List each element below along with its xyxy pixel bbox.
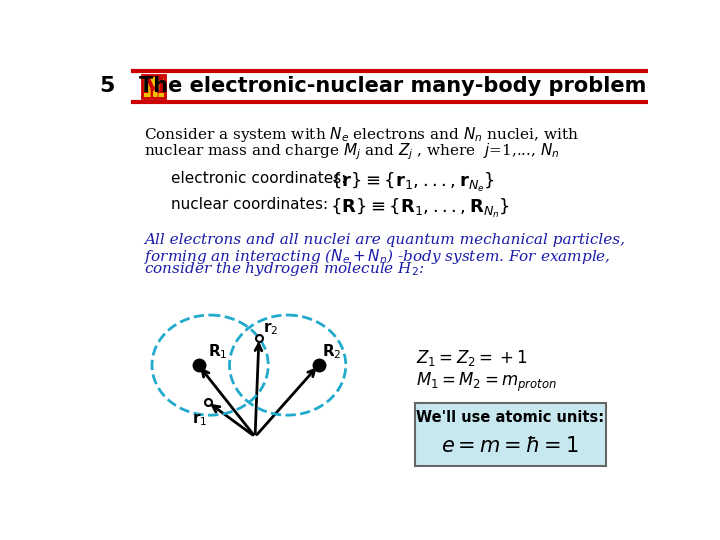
Text: forming an interacting ($N_e + N_n$) -body system. For example,: forming an interacting ($N_e + N_n$) -bo… [144, 247, 611, 266]
Text: Consider a system with $N_e$ electrons and $N_n$ nuclei, with: Consider a system with $N_e$ electrons a… [144, 125, 579, 144]
Text: nuclear mass and charge $M_j$ and $Z_j$ , where  $j$=1,..., $N_n$: nuclear mass and charge $M_j$ and $Z_j$ … [144, 142, 560, 163]
Text: 5: 5 [99, 76, 114, 96]
Text: $Z_1 = Z_2 = +1$: $Z_1 = Z_2 = +1$ [415, 348, 527, 368]
Text: $\{\mathbf{R}\} \equiv \{\mathbf{R}_1,...,\mathbf{R}_{N_n}\}$: $\{\mathbf{R}\} \equiv \{\mathbf{R}_1,..… [330, 197, 510, 220]
Text: The electronic-nuclear many-body problem: The electronic-nuclear many-body problem [138, 76, 646, 96]
Text: electronic coordinates:: electronic coordinates: [171, 171, 347, 186]
Text: $M_1 = M_2 = m_{proton}$: $M_1 = M_2 = m_{proton}$ [415, 372, 557, 394]
Text: All electrons and all nuclei are quantum mechanical particles,: All electrons and all nuclei are quantum… [144, 233, 625, 247]
Text: $\mathbf{R}_1$: $\mathbf{R}_1$ [208, 342, 228, 361]
Text: $\{\mathbf{r}\} \equiv \{\mathbf{r}_1,...,\mathbf{r}_{N_e}\}$: $\{\mathbf{r}\} \equiv \{\mathbf{r}_1,..… [330, 171, 495, 194]
Text: consider the hydrogen molecule H$_2$:: consider the hydrogen molecule H$_2$: [144, 260, 425, 279]
Text: $e = m = \hbar = 1$: $e = m = \hbar = 1$ [441, 436, 580, 456]
Text: U: U [148, 89, 159, 102]
Text: $\mathbf{r}_2$: $\mathbf{r}_2$ [263, 320, 278, 336]
Text: $\mathbf{R}_2$: $\mathbf{R}_2$ [323, 342, 342, 361]
FancyBboxPatch shape [415, 403, 606, 466]
FancyBboxPatch shape [142, 75, 165, 98]
Text: $\mathbf{r}_1$: $\mathbf{r}_1$ [192, 411, 208, 428]
Text: nuclear coordinates:: nuclear coordinates: [171, 197, 328, 212]
Text: M: M [141, 76, 166, 98]
Text: We'll use atomic units:: We'll use atomic units: [416, 410, 605, 425]
